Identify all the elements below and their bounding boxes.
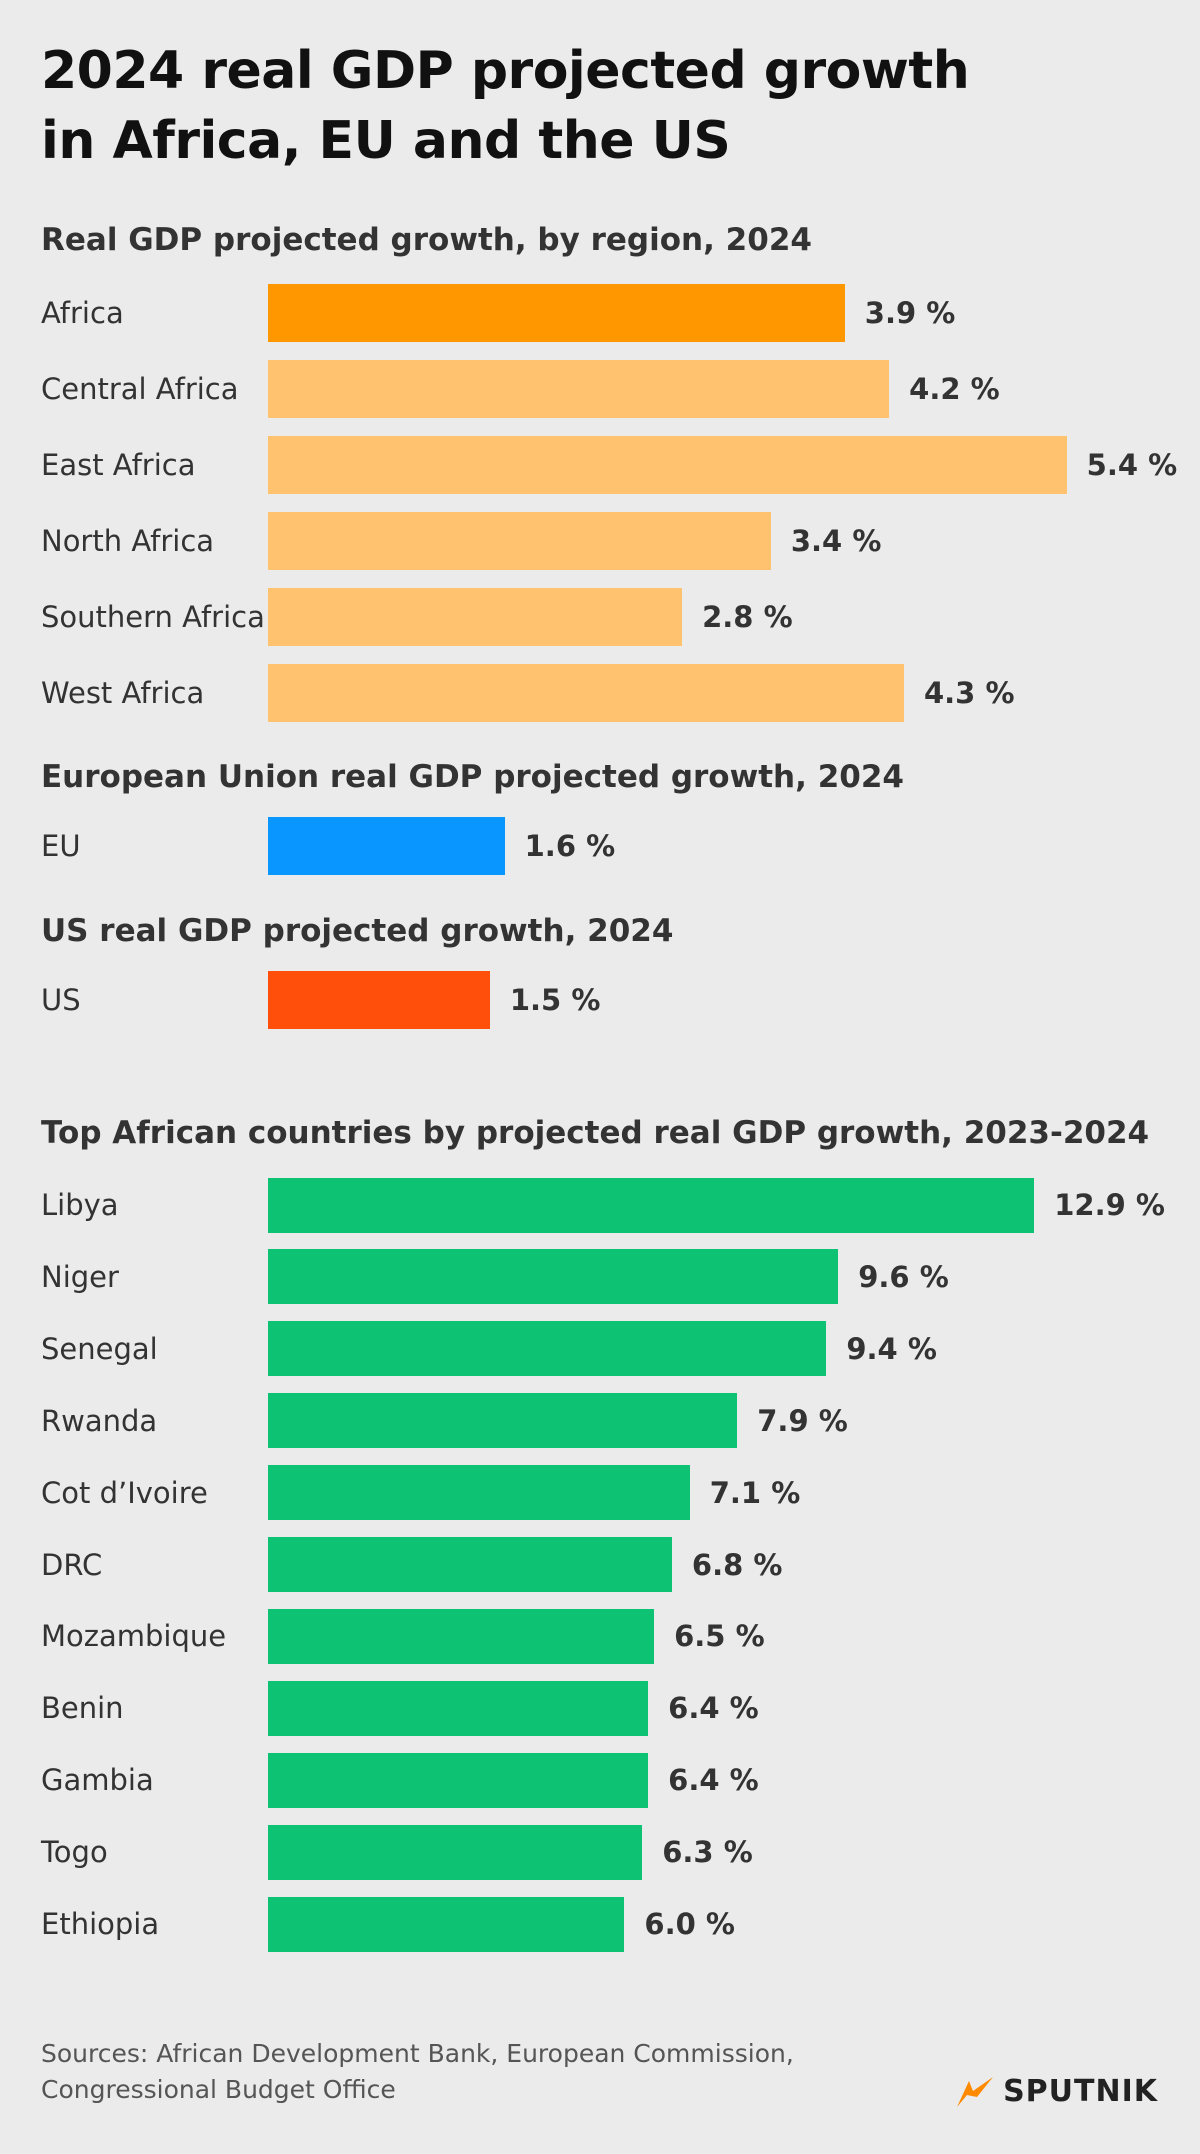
category-label: Niger	[41, 1259, 119, 1294]
bar	[268, 1321, 827, 1377]
bar	[268, 1537, 672, 1592]
category-label: Ethiopia	[41, 1907, 160, 1941]
value-label: 5.4 %	[1086, 447, 1178, 482]
chart-subtitle: European Union real GDP projected growth…	[41, 759, 904, 795]
category-label: Southern Africa	[41, 599, 265, 634]
bar	[268, 971, 490, 1029]
category-label: Mozambique	[41, 1619, 227, 1654]
source-note: Sources: African Development Bank, Europ…	[41, 2039, 794, 2104]
bar	[268, 1608, 655, 1664]
value-label: 6.5 %	[674, 1619, 765, 1654]
category-label: DRC	[41, 1547, 103, 1582]
value-label: 1.6 %	[524, 829, 616, 863]
value-label: 6.4 %	[668, 1691, 759, 1726]
value-label: 4.3 %	[923, 675, 1015, 710]
category-label: North Africa	[41, 523, 215, 558]
chart-subtitle: US real GDP projected growth, 2024	[41, 913, 674, 949]
bar	[268, 1393, 738, 1449]
category-label: Central Africa	[41, 371, 239, 406]
value-label: 4.2 %	[909, 371, 1000, 406]
bar	[268, 1680, 649, 1736]
value-label: 7.9 %	[757, 1403, 848, 1438]
bar	[268, 1896, 625, 1952]
value-label: 6.0 %	[644, 1907, 735, 1941]
category-label: West Africa	[41, 675, 205, 710]
category-label: Libya	[41, 1188, 119, 1222]
value-label: 6.4 %	[668, 1763, 759, 1798]
bar	[268, 663, 904, 722]
value-label: 9.4 %	[846, 1331, 937, 1366]
bar	[268, 817, 505, 875]
category-label: East Africa	[41, 447, 196, 482]
bar	[268, 435, 1067, 494]
bar	[268, 1465, 690, 1521]
logo-icon	[957, 2076, 994, 2107]
value-label: 9.6 %	[858, 1259, 949, 1294]
category-label: US	[41, 983, 81, 1017]
bar	[268, 587, 683, 646]
category-label: Cot d’Ivoire	[41, 1475, 208, 1510]
bar	[268, 284, 845, 342]
value-label: 6.3 %	[662, 1835, 753, 1870]
bar	[268, 1752, 649, 1808]
category-label: Gambia	[41, 1763, 154, 1798]
logo: SPUTNIK	[955, 2074, 1158, 2109]
bar	[268, 1249, 839, 1305]
category-label: Africa	[41, 296, 124, 330]
value-label: 3.4 %	[790, 523, 882, 558]
category-label: Benin	[41, 1691, 124, 1726]
category-label: Senegal	[41, 1331, 158, 1366]
logo-text: SPUTNIK	[1003, 2074, 1158, 2109]
bar	[268, 511, 771, 570]
bar	[268, 359, 890, 418]
chart-subtitle: Real GDP projected growth, by region, 20…	[41, 222, 812, 258]
chart-subtitle: Top African countries by projected real …	[41, 1115, 1150, 1151]
value-label: 1.5 %	[509, 983, 601, 1017]
value-label: 3.9 %	[864, 296, 956, 330]
bar	[268, 1824, 643, 1880]
value-label: 6.8 %	[691, 1547, 783, 1582]
category-label: Rwanda	[41, 1403, 158, 1438]
bar	[268, 1177, 1035, 1233]
title: 2024 real GDP projected growth in Africa…	[41, 41, 970, 171]
value-label: 2.8 %	[702, 599, 793, 634]
value-label: 7.1 %	[709, 1475, 801, 1510]
category-label: EU	[41, 829, 81, 863]
category-label: Togo	[41, 1835, 108, 1870]
value-label: 12.9 %	[1054, 1188, 1165, 1222]
